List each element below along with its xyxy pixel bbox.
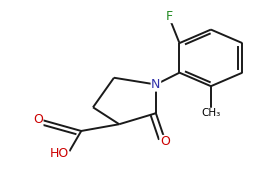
Text: HO: HO	[49, 147, 69, 160]
Text: O: O	[160, 136, 170, 148]
Text: F: F	[165, 10, 173, 22]
Text: N: N	[151, 78, 161, 91]
Text: O: O	[33, 113, 43, 126]
Text: CH₃: CH₃	[201, 108, 221, 118]
